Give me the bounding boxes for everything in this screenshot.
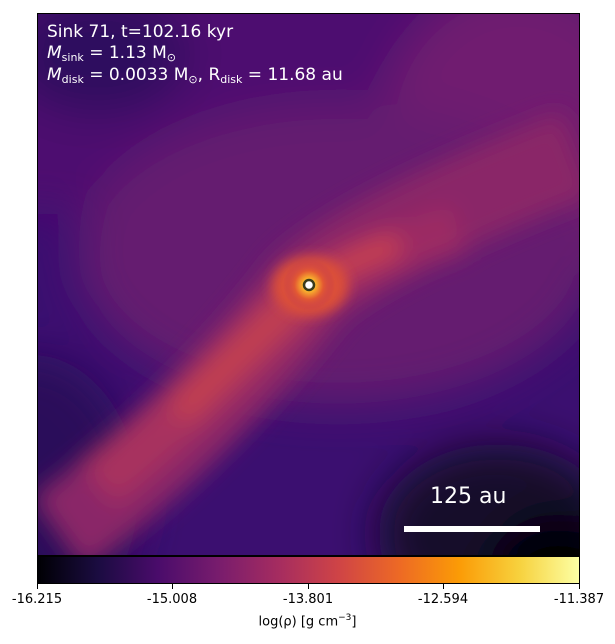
colorbar-tick: [172, 584, 173, 589]
sink-marker: [302, 278, 316, 292]
scale-bar: [404, 526, 540, 532]
colorbar-tick-label: -11.387: [553, 592, 605, 607]
colorbar-tick: [443, 584, 444, 589]
colorbar-tick-label: -15.008: [146, 592, 198, 607]
colorbar-tick: [308, 584, 309, 589]
disk-params-label: Mdisk = 0.0033 M⊙, Rdisk = 11.68 au: [47, 65, 343, 86]
colorbar-tick: [579, 584, 580, 589]
scale-bar-label: 125 au: [430, 484, 507, 509]
colorbar-tick-label: -16.215: [11, 592, 63, 607]
colorbar-label: log(ρ) [g cm−3]: [258, 613, 357, 630]
sink-mass-label: Msink = 1.13 M⊙: [47, 43, 177, 64]
colorbar: [37, 556, 580, 584]
density-map-panel: Sink 71, t=102.16 kyr Msink = 1.13 M⊙ Md…: [37, 13, 580, 556]
colorbar-tick-label: -12.594: [417, 592, 469, 607]
colorbar-tick-label: -13.801: [282, 592, 334, 607]
density-map: [38, 14, 579, 555]
sink-id-label: Sink 71, t=102.16 kyr: [47, 22, 234, 42]
colorbar-tick: [37, 584, 38, 589]
